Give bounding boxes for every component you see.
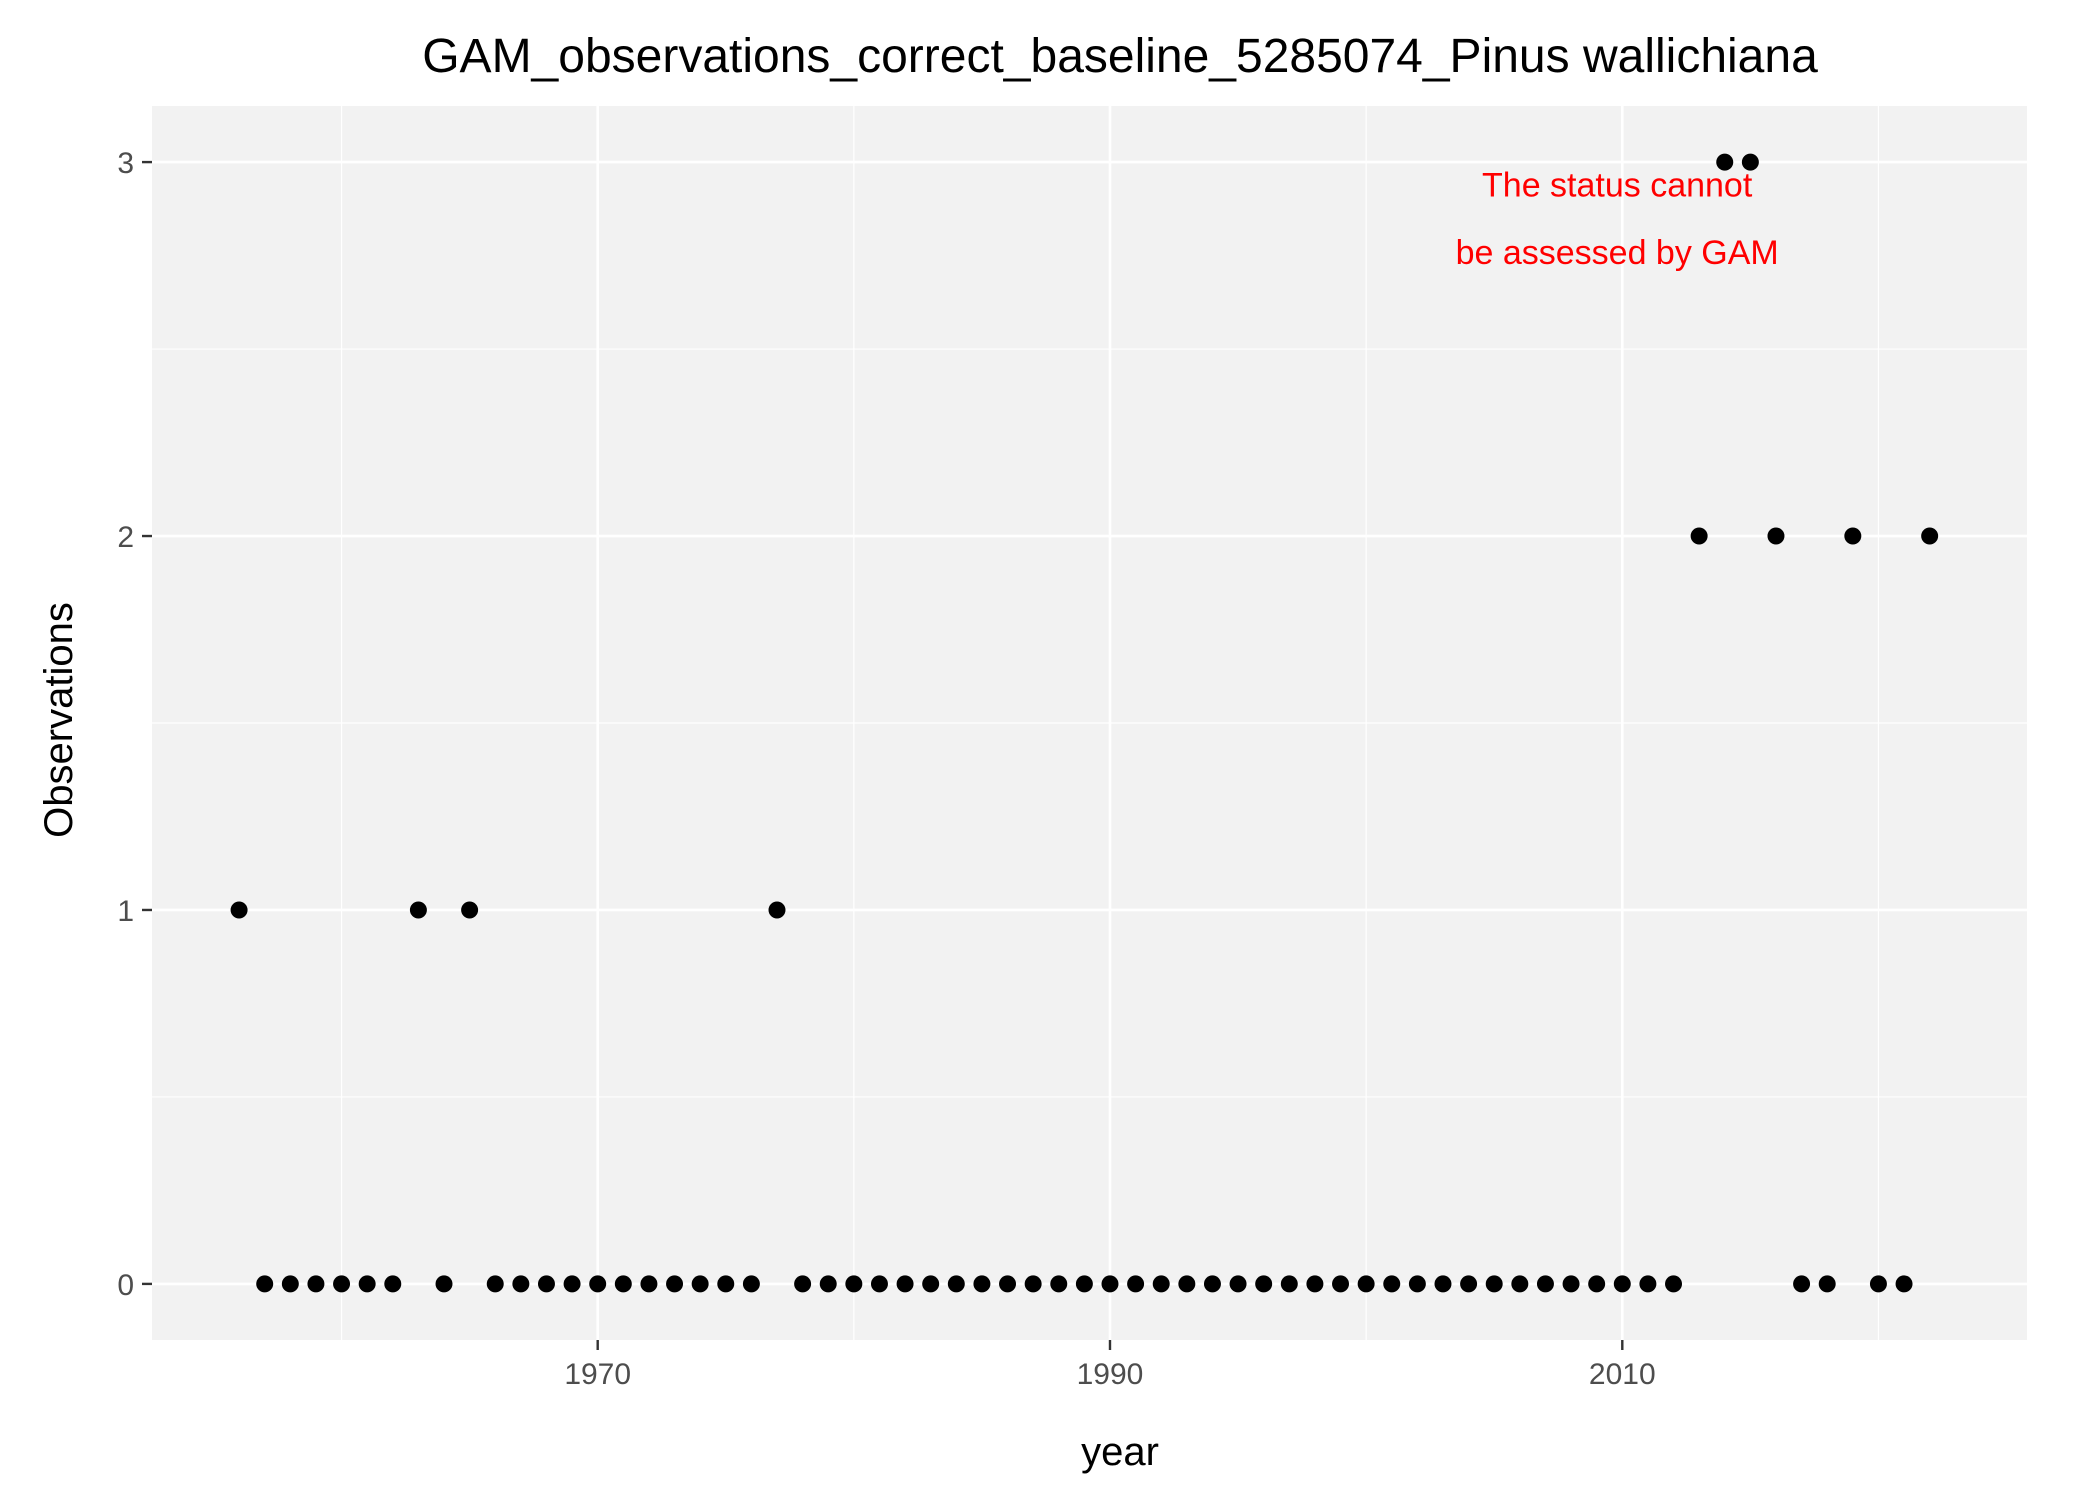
- data-point: [461, 901, 479, 919]
- data-point: [1280, 1275, 1298, 1293]
- data-point: [1511, 1275, 1529, 1293]
- data-point: [1485, 1275, 1503, 1293]
- data-point: [1178, 1275, 1196, 1293]
- data-point: [717, 1275, 735, 1293]
- data-point: [1613, 1275, 1631, 1293]
- data-point: [409, 901, 427, 919]
- y-tick-label: 3: [117, 147, 134, 180]
- data-point: [819, 1275, 837, 1293]
- data-point: [666, 1275, 684, 1293]
- data-point: [794, 1275, 812, 1293]
- data-point: [1050, 1275, 1068, 1293]
- data-point: [358, 1275, 376, 1293]
- y-tick-label: 2: [117, 521, 134, 554]
- data-point: [1869, 1275, 1887, 1293]
- data-point: [1255, 1275, 1273, 1293]
- data-point: [1127, 1275, 1145, 1293]
- data-point: [922, 1275, 940, 1293]
- data-point: [384, 1275, 402, 1293]
- data-point: [333, 1275, 351, 1293]
- data-point: [896, 1275, 914, 1293]
- data-point: [1434, 1275, 1452, 1293]
- data-point: [1024, 1275, 1042, 1293]
- data-point: [1562, 1275, 1580, 1293]
- data-point: [1588, 1275, 1606, 1293]
- data-point: [1203, 1275, 1221, 1293]
- data-point: [589, 1275, 607, 1293]
- x-tick-label: 1970: [564, 1358, 631, 1391]
- data-point: [1639, 1275, 1657, 1293]
- data-point: [1306, 1275, 1324, 1293]
- x-tick-label: 1990: [1077, 1358, 1144, 1391]
- annotation-line-1: The status cannot: [1482, 167, 1753, 205]
- data-point: [768, 901, 786, 919]
- y-tick-label: 1: [117, 895, 134, 928]
- data-point: [1383, 1275, 1401, 1293]
- data-point: [1921, 527, 1939, 545]
- data-point: [1332, 1275, 1350, 1293]
- data-point: [1818, 1275, 1836, 1293]
- x-tick-label: 2010: [1589, 1358, 1656, 1391]
- data-point: [307, 1275, 325, 1293]
- data-point: [845, 1275, 863, 1293]
- data-point: [614, 1275, 632, 1293]
- data-point: [870, 1275, 888, 1293]
- data-point: [281, 1275, 299, 1293]
- data-point: [1895, 1275, 1913, 1293]
- data-point: [1101, 1275, 1119, 1293]
- data-point: [947, 1275, 965, 1293]
- data-point: [230, 901, 248, 919]
- data-point: [537, 1275, 555, 1293]
- data-point: [691, 1275, 709, 1293]
- data-point: [1716, 153, 1734, 171]
- data-point: [486, 1275, 504, 1293]
- data-point: [1460, 1275, 1478, 1293]
- data-point: [1844, 527, 1862, 545]
- data-point: [999, 1275, 1017, 1293]
- data-point: [1075, 1275, 1093, 1293]
- data-point: [563, 1275, 581, 1293]
- data-point: [640, 1275, 658, 1293]
- data-point: [256, 1275, 274, 1293]
- data-point: [1690, 527, 1708, 545]
- y-axis-label: Observations: [37, 602, 81, 838]
- y-tick-label: 0: [117, 1269, 134, 1302]
- annotation-line-2: be assessed by GAM: [1456, 234, 1779, 272]
- data-point: [1741, 153, 1759, 171]
- chart-title: GAM_observations_correct_baseline_528507…: [422, 30, 1818, 83]
- data-point: [1767, 527, 1785, 545]
- data-point: [512, 1275, 530, 1293]
- data-point: [1152, 1275, 1170, 1293]
- data-point: [1665, 1275, 1683, 1293]
- data-point: [973, 1275, 991, 1293]
- x-axis-label: year: [1081, 1430, 1159, 1474]
- data-point: [1793, 1275, 1811, 1293]
- data-point: [1408, 1275, 1426, 1293]
- data-point: [1229, 1275, 1247, 1293]
- data-point: [435, 1275, 453, 1293]
- data-point: [1357, 1275, 1375, 1293]
- data-point: [1536, 1275, 1554, 1293]
- data-point: [742, 1275, 760, 1293]
